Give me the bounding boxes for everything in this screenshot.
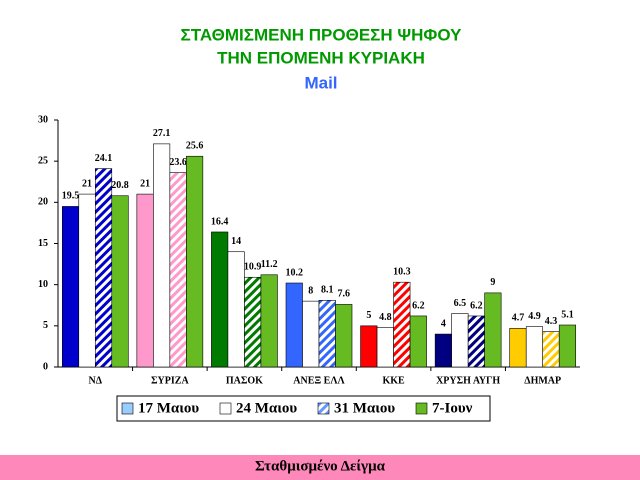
value-label: 6.5 (454, 298, 467, 309)
bar (467, 315, 485, 368)
y-tick-label: 5 (43, 320, 48, 331)
value-label: 27.1 (153, 128, 171, 139)
value-label: 4 (441, 318, 446, 329)
legend-label: 31 Μαιου (334, 400, 395, 416)
value-label: 8 (308, 285, 313, 296)
value-label: 7.6 (338, 289, 351, 300)
bar (525, 326, 544, 368)
bar (376, 327, 394, 368)
bar (360, 325, 378, 368)
value-label: 19.5 (62, 191, 80, 202)
value-label: 5 (366, 310, 371, 321)
bar (558, 324, 577, 368)
chart-subtitle: ΤΗΝ ΕΠΟΜΕΝΗ ΚΥΡΙΑΚΗ (217, 48, 425, 67)
value-label: 4.9 (528, 311, 541, 322)
x-tick-label: ΝΔ (89, 375, 103, 386)
value-label: 10.9 (244, 262, 262, 273)
legend-swatch (121, 402, 134, 415)
x-tick-label: ΣΥΡΙΖΑ (151, 375, 189, 386)
value-label: 6.2 (470, 300, 483, 311)
y-tick-label: 30 (38, 114, 48, 125)
y-tick-label: 15 (38, 238, 48, 249)
bar (61, 206, 80, 368)
bar (136, 193, 154, 368)
legend-swatch (317, 402, 330, 415)
x-tick-label: ΠΑΣΟΚ (226, 375, 263, 386)
value-label: 4.7 (512, 313, 525, 324)
bar (94, 168, 113, 368)
value-label: 25.6 (186, 141, 204, 152)
value-label: 9 (490, 277, 495, 288)
footer-band (0, 455, 640, 480)
y-tick-label: 10 (38, 279, 48, 290)
value-label: 24.1 (95, 153, 113, 164)
bar (434, 333, 452, 368)
legend-swatch (415, 402, 428, 415)
legend-label: 24 Μαιου (236, 400, 297, 416)
bar (244, 276, 262, 368)
y-tick-label: 25 (38, 155, 48, 166)
value-label: 21 (140, 178, 150, 189)
legend-box (116, 395, 491, 422)
value-label: 14 (231, 236, 241, 247)
bar (153, 143, 171, 368)
bar (393, 281, 411, 368)
bar (542, 331, 560, 368)
bar (335, 304, 353, 368)
legend-label: 17 Μαιου (138, 400, 199, 416)
value-label: 8.1 (321, 285, 334, 296)
value-label: 10.3 (393, 266, 411, 277)
value-label: 10.2 (286, 267, 304, 278)
bar (285, 282, 303, 368)
value-label: 4.3 (545, 316, 558, 327)
value-label: 16.4 (211, 216, 229, 227)
legend-label: 7-Ιουν (432, 400, 473, 416)
value-label: 23.6 (169, 157, 187, 168)
y-tick-label: 20 (38, 197, 48, 208)
source: Mail (304, 73, 337, 92)
x-tick-label: ΧΡΥΣΗ ΑΥΓΗ (436, 375, 500, 386)
value-label: 5.1 (561, 309, 574, 320)
y-tick-label: 0 (43, 361, 48, 372)
footer: Σταθμισμένο Δείγμα (255, 458, 386, 474)
bar (484, 292, 502, 368)
x-tick-label: ΑΝΕΞ ΕΛΛ (293, 375, 345, 386)
value-label: 6.2 (412, 300, 425, 311)
bar (318, 300, 336, 368)
bar (111, 195, 129, 368)
x-tick-label: ΚΚΕ (382, 375, 405, 386)
value-label: 20.8 (111, 180, 129, 191)
value-label: 4.8 (379, 312, 392, 323)
bar (451, 313, 469, 368)
bar (169, 172, 187, 368)
chart-title: ΣΤΑΘΜΙΣΜΕΝΗ ΠΡΟΘΕΣΗ ΨΗΦΟΥ (181, 25, 463, 44)
bar (260, 274, 278, 368)
value-label: 11.2 (261, 259, 278, 270)
bar (227, 251, 245, 368)
value-label: 21 (82, 178, 92, 189)
bar (302, 300, 320, 368)
bar (509, 328, 527, 368)
bar (211, 231, 229, 368)
bar (186, 155, 204, 368)
bar (78, 193, 96, 368)
bar (409, 315, 427, 368)
legend-swatch (219, 402, 232, 415)
x-tick-label: ΔΗΜΑΡ (524, 375, 561, 386)
